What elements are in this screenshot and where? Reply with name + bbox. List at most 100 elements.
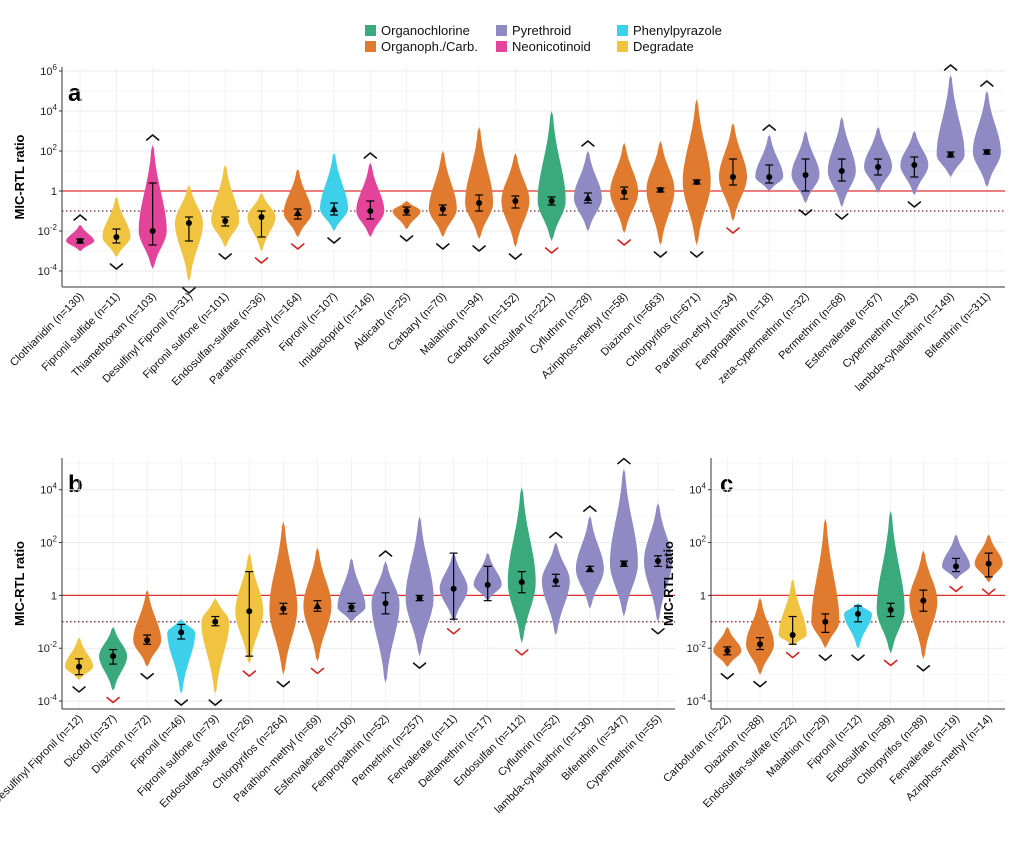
panel-a-violin-cyfluthrin <box>573 151 602 231</box>
legend-label-organochlorine: Organochlorine <box>381 23 470 38</box>
panel-a-violin-chlorpyrifos <box>682 99 711 245</box>
panel-c-marker-chlorpyrifos <box>920 597 927 604</box>
panel-b-ytick-label-0-base: 10 <box>38 696 50 708</box>
panel-b-marker-desulfinyl-fipronil <box>76 663 83 670</box>
legend-label-neonicotinoid: Neonicotinoid <box>512 39 591 54</box>
legend-swatch-pyrethroid <box>496 25 507 36</box>
panel-a-violin-malathion <box>465 127 494 239</box>
panel-a-marker-azinphos-methyl <box>621 189 628 195</box>
panel-a-category-label-bifenthrin: Bifenthrin (n=311) <box>923 291 993 361</box>
panel-a-violin-endosulfan <box>537 111 566 241</box>
panel-b-marker-fipronil-sulfone <box>212 618 219 625</box>
panel-a-ytick-label-0-exponent: -4 <box>50 263 58 272</box>
panel-c-lower-arrow-chlorpyrifos <box>916 665 931 672</box>
panel-b-marker-chlorpyrifos <box>280 605 287 612</box>
panel-a-lower-arrow-permethrin <box>834 213 849 220</box>
panel-c-violin-endosulfan-sulfate <box>778 579 807 646</box>
panel-b-marker-permethrin <box>416 595 423 602</box>
panel-c-ytick-label-4-exponent: 4 <box>702 482 707 491</box>
panel-b-marker-endosulfan <box>518 579 525 586</box>
panel-c-lower-arrow-endosulfan-sulfate <box>785 651 800 659</box>
panel-a-marker-fipronil-sulfide <box>113 234 120 240</box>
panel-a-upper-arrow-lambda-cyhalothrin <box>943 64 958 71</box>
panel-c-ytick-label-4-base: 10 <box>689 485 701 497</box>
panel-b-violin-fipronil <box>167 619 196 694</box>
panel-b-violin-fipronil-sulfone <box>201 598 230 694</box>
panel-b-ytick-label-1: 10-2 <box>38 640 58 655</box>
panel-a-letter: a <box>68 80 82 107</box>
panel-a-violin-parathion-methyl <box>283 169 312 237</box>
panel-a-lower-arrow-chlorpyrifos <box>689 251 704 258</box>
panel-c-lower-arrow-malathion <box>818 654 833 662</box>
panel-a-ytick-label-3-base: 10 <box>40 146 52 158</box>
panel-c-ylabel: MIC-RTL ratio <box>661 541 676 626</box>
panel-b-category-label-cyfluthrin: Cyfluthrin (n=52) <box>496 713 562 779</box>
panel-a-upper-arrow-bifenthrin <box>980 80 994 87</box>
panel-a-ytick-label-4: 104 <box>40 103 57 118</box>
panel-a-marker-clothianidin <box>77 238 84 244</box>
panel-a-violin-carbaryl <box>428 151 457 237</box>
panel-a-ytick-label-4-base: 10 <box>40 106 52 118</box>
panel-b-violin-permethrin <box>405 516 434 657</box>
legend-swatch-neonicotinoid <box>496 41 507 52</box>
panel-b-upper-arrow-bifenthrin <box>617 457 631 465</box>
legend-swatch-organochlorine <box>365 25 376 36</box>
panel-b-violin-cyfluthrin <box>541 542 570 635</box>
panel-b-ytick-label-4-exponent: 4 <box>53 482 58 491</box>
panel-a-upper-arrow-fenpropathrin <box>762 124 777 131</box>
panel-a-ytick-label-5-exponent: 6 <box>53 63 58 72</box>
panel-a-marker-fipronil <box>330 205 339 212</box>
panel-b-marker-diazinon <box>144 637 151 644</box>
panel-b-upper-arrow-fenpropathrin <box>378 550 393 557</box>
panel-a-ytick-label-0-base: 10 <box>38 266 50 278</box>
panel-c-lower-arrow-diazinon <box>753 680 767 688</box>
panel-a-violin-clothianidin <box>66 225 95 251</box>
panel-c-marker-carbofuran <box>724 647 731 654</box>
panel-a-marker-malathion <box>476 200 483 206</box>
panel-a-lower-arrow-endosulfan-sulfate <box>254 257 269 264</box>
legend-label-pyrethroid: Pyrethroid <box>512 23 571 38</box>
panel-a-lower-arrow-aldicarb <box>399 235 414 242</box>
panel-b-marker-parathion-methyl <box>313 601 322 609</box>
panel-b-marker-esfenvalerate <box>348 604 355 611</box>
panel-c-marker-endosulfan-sulfate <box>789 632 796 639</box>
panel-a-lower-arrow-fipronil-sulfone <box>218 253 233 260</box>
panel-a-marker-cypermethrin <box>911 162 918 168</box>
panel-a-lower-arrow-fipronil <box>327 237 341 244</box>
panel-c-ytick-label-4: 104 <box>689 482 706 497</box>
legend-label-degradate: Degradate <box>633 39 694 54</box>
panel-a-lower-arrow-fipronil-sulfide <box>109 263 124 270</box>
panel-b-lower-arrow-diazinon <box>140 672 154 680</box>
panel-b-lower-arrow-parathion-methyl <box>310 667 325 675</box>
panel-b-marker-cypermethrin <box>654 558 661 565</box>
panel-a-marker-permethrin <box>838 168 845 174</box>
panel-a-marker-carbaryl <box>439 206 446 212</box>
panel-b-lower-arrow-fipronil <box>174 699 188 706</box>
panel-a-upper-arrow-imidacloprid <box>363 152 378 159</box>
panel-c-lower-arrow-endosulfan <box>883 659 898 667</box>
panel-a-ytick-label-4-exponent: 4 <box>53 103 58 112</box>
panel-a-marker-thiamethoxam <box>149 228 156 234</box>
panel-a-marker-endosulfan-sulfate <box>258 214 265 220</box>
panel-a-marker-esfenvalerate <box>875 164 882 170</box>
panel-c-marker-azinphos-methyl <box>985 560 992 567</box>
panel-c-ytick-label-3: 102 <box>689 535 706 550</box>
panel-a-marker-fenpropathrin <box>766 174 773 180</box>
panel-b-lower-arrow-fenvalerate <box>446 628 461 635</box>
panel-a-marker-cyfluthrin <box>583 194 592 201</box>
panel-b-ytick-label-0: 10-4 <box>38 693 58 708</box>
panel-b-lower-arrow-desulfinyl-fipronil <box>72 686 86 693</box>
panel-b-violin-esfenvalerate <box>337 558 366 622</box>
panel-b-lower-arrow-endosulfan-sulfate <box>242 670 257 677</box>
panel-a-marker-parathion-ethyl <box>729 174 736 180</box>
panel-a-lower-arrow-parathion-methyl <box>290 243 305 250</box>
legend-label-phenylpyrazole: Phenylpyrazole <box>633 23 722 38</box>
panel-c-violin-fipronil <box>844 603 872 649</box>
panel-b-ytick-label-3: 102 <box>40 535 57 550</box>
panel-c-ytick-label-3-base: 10 <box>689 538 701 550</box>
panel-c-marker-fipronil <box>855 610 861 617</box>
panel-b-ytick-label-3-exponent: 2 <box>53 535 58 544</box>
panel-a-marker-parathion-methyl <box>293 209 302 216</box>
